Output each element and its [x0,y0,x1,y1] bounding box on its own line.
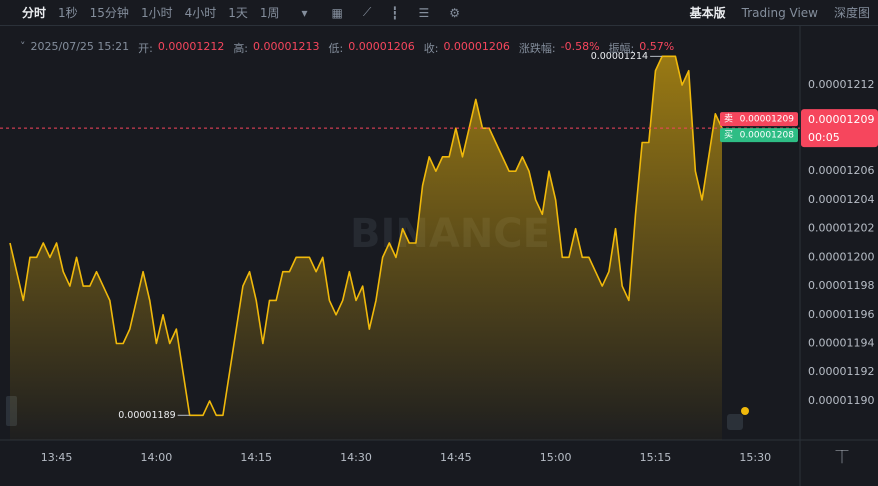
x-tick-label: 14:45 [440,451,472,464]
y-tick-label: 0.00001212 [808,78,874,91]
y-tick-label: 0.00001190 [808,394,874,407]
collapse[interactable]: ˅ [20,40,26,53]
ohlc-value: 0.00001206 [443,40,510,53]
order-side: 买 [724,130,733,141]
y-tick-label: 0.00001192 [808,365,874,378]
ohlc-value: 0.00001213 [253,40,320,53]
ohlc-label: 低: [328,42,344,55]
y-tick-label: 0.00001194 [808,337,874,350]
x-tick-label: 14:00 [141,451,173,464]
chart: BINANCE ⏉ 0.000012120.000012060.00001204… [0,26,878,486]
order-tag [720,128,798,143]
annotation: 0.00001189 [118,410,175,421]
ohlc-label: 收: [423,42,439,55]
interval[interactable]: 1小时 [140,6,173,20]
price-tag [801,109,878,148]
time: 2025/07/25 15:21 [30,40,130,53]
tool-icon[interactable]: ▦ [331,5,343,20]
view-tab[interactable]: Trading View [741,5,818,20]
order-price: 0.00001209 [740,115,795,125]
ohlc-value: 0.00001206 [348,40,415,53]
x-tick-label: 14:15 [240,451,272,464]
x-tick-label: 13:45 [41,451,73,464]
interval[interactable]: 1天 [228,6,248,20]
order-price: 0.00001208 [740,131,795,141]
order-side: 卖 [724,114,733,125]
tool-icon[interactable]: ┇ [391,5,399,20]
countdown: 00:05 [808,131,840,144]
annotation: 0.00001214 [591,51,648,62]
y-tick-label: 0.00001198 [808,279,874,292]
tool-icon[interactable]: ☰ [418,5,430,20]
x-tick-label: 15:30 [739,451,771,464]
x-tick-label: 14:30 [340,451,372,464]
ohlc-label: 开: [138,42,153,55]
y-tick-label: 0.00001202 [808,222,874,235]
y-tick-label: 0.00001204 [808,193,874,206]
ohlc-legend: ˅ 2025/07/25 15:21 开: 0.00001212 高: 0.00001… [20,40,678,56]
x-tick-label: 15:15 [640,451,672,464]
y-tick-label: 0.00001196 [808,308,874,321]
view-tab[interactable]: 基本版 [689,6,726,20]
price-tag-value: 0.00001209 [808,113,874,126]
ohlc-label: 振幅: [608,42,635,55]
interval[interactable]: 1周 [259,6,280,20]
area-fill [10,56,722,440]
axis-icon[interactable]: ⏉ [835,451,848,466]
y-tick-label: 0.00001200 [808,250,874,263]
tool-icon[interactable]: ⚙ [449,5,461,20]
ohlc-value: 0.57% [639,40,675,53]
y-tick-label: 0.00001206 [808,164,874,177]
x-tick-label: 15:00 [540,451,572,464]
ohlc-label: 高: [233,42,249,55]
interval[interactable]: 1秒 [58,6,78,20]
ohlc-value: 0.00001212 [157,40,225,53]
view-tab[interactable]: 深度图 [833,6,870,20]
tool-icon[interactable]: ⟋ [362,5,372,19]
ohlc-value: -0.58% [560,40,600,53]
badge[interactable] [727,414,743,430]
interval[interactable]: 15分钟 [89,6,129,20]
interval[interactable]: 4小时 [184,6,217,20]
dropdown[interactable]: ▾ [301,5,308,20]
toolbar: 分时 1秒 15分钟 1小时 4小时 1天 1周 ▾ ▦ ⟋ ┇ ☰ ⚙ 基本版… [0,0,878,26]
ohlc-label: 涨跌幅: [518,42,556,55]
order-tag [720,112,798,127]
badge-dot [741,407,749,415]
interval[interactable]: 分时 [22,6,47,20]
price-line [9,55,723,417]
